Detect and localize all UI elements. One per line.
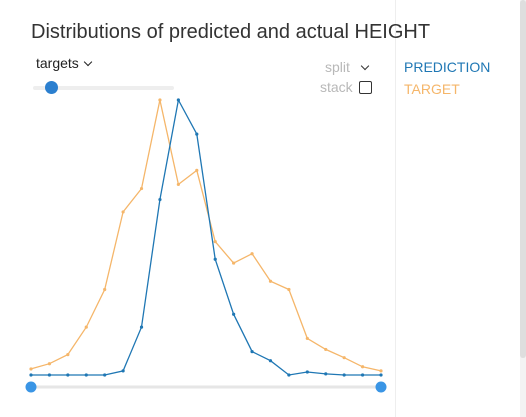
data-point-target: [232, 261, 236, 265]
data-point-prediction: [360, 373, 365, 377]
chart-title: Distributions of predicted and actual HE…: [31, 21, 431, 43]
stack-checkbox[interactable]: [358, 80, 372, 94]
split-label: split: [325, 59, 350, 75]
stack-toggle[interactable]: stack: [320, 79, 372, 95]
data-point-target: [158, 98, 162, 102]
data-point-prediction: [379, 373, 383, 377]
stack-label: stack: [320, 79, 353, 95]
data-point-prediction: [324, 372, 328, 376]
panel-divider: [395, 0, 396, 417]
data-point-target: [379, 369, 383, 373]
series-line-prediction: [31, 98, 381, 376]
data-point-prediction: [84, 373, 88, 377]
legend-item-target[interactable]: TARGET: [404, 81, 460, 97]
data-point-target: [195, 168, 199, 172]
data-point-prediction: [29, 373, 33, 377]
data-point-prediction: [158, 197, 162, 202]
data-point-prediction: [176, 98, 180, 102]
data-point-prediction: [287, 373, 291, 377]
data-point-prediction: [232, 312, 236, 316]
scrollbar[interactable]: [520, 0, 526, 417]
data-point-prediction: [121, 369, 125, 373]
data-point-prediction: [268, 359, 273, 363]
legend: PREDICTION TARGET: [404, 56, 490, 100]
data-point-target: [324, 347, 328, 352]
data-point-target: [342, 356, 346, 360]
data-point-target: [66, 353, 70, 357]
data-point-target: [305, 336, 309, 341]
data-point-target: [29, 367, 33, 371]
data-point-target: [47, 362, 52, 366]
data-point-target: [360, 365, 365, 369]
data-point-target: [139, 186, 144, 191]
mode-dropdown[interactable]: targets: [36, 55, 93, 71]
split-dropdown[interactable]: split: [325, 59, 370, 75]
data-point-target: [176, 182, 180, 187]
bins-slider-handle[interactable]: [45, 81, 58, 94]
data-point-prediction: [250, 350, 254, 354]
legend-item-prediction[interactable]: PREDICTION: [404, 59, 491, 75]
data-point-prediction: [305, 370, 309, 374]
data-point-prediction: [139, 325, 144, 329]
data-point-target: [84, 325, 88, 329]
data-point-target: [287, 287, 291, 292]
data-point-target: [250, 252, 254, 256]
scrollbar-thumb[interactable]: [520, 0, 526, 358]
data-point-prediction: [66, 373, 70, 377]
data-point-prediction: [213, 257, 217, 261]
bins-slider-track[interactable]: [33, 86, 174, 90]
data-point-prediction: [103, 373, 107, 377]
data-point-prediction: [47, 373, 52, 377]
range-slider-low-handle[interactable]: [25, 381, 37, 393]
data-point-target: [121, 210, 125, 214]
data-point-target: [103, 287, 107, 292]
range-slider-high-handle[interactable]: [375, 381, 387, 393]
series-line-target: [30, 99, 382, 372]
mode-dropdown-label: targets: [36, 55, 79, 71]
data-point-prediction: [342, 373, 346, 377]
data-point-target: [268, 279, 273, 283]
data-point-target: [213, 240, 217, 244]
data-point-prediction: [195, 132, 199, 136]
